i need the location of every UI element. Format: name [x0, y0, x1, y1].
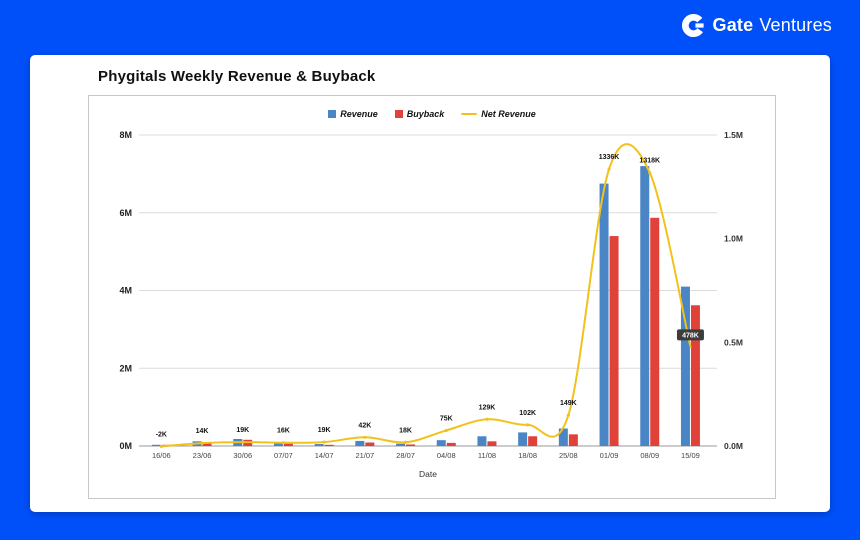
- svg-text:23/06: 23/06: [193, 451, 212, 460]
- legend-swatch-buyback: [394, 110, 403, 118]
- legend-label-buyback: Buyback: [406, 109, 445, 119]
- svg-text:42K: 42K: [358, 422, 371, 429]
- legend-swatch-revenue: [328, 110, 337, 118]
- svg-text:1336K: 1336K: [599, 154, 620, 161]
- legend-item-buyback: Buyback: [394, 109, 445, 119]
- svg-text:2M: 2M: [119, 363, 132, 373]
- svg-text:28/07: 28/07: [396, 451, 415, 460]
- gate-logo-icon: [681, 13, 706, 38]
- legend-item-net-revenue: Net Revenue: [461, 109, 536, 119]
- svg-text:6M: 6M: [119, 208, 132, 218]
- svg-text:19K: 19K: [236, 427, 249, 434]
- legend-label-revenue: Revenue: [340, 109, 378, 119]
- svg-text:1318K: 1318K: [639, 158, 660, 165]
- svg-text:25/08: 25/08: [559, 451, 578, 460]
- svg-text:07/07: 07/07: [274, 451, 293, 460]
- revenue-buyback-chart: 0M 2M 4M 6M 8M 0.0M 0.5M 1.0M 1.5M 16/06 23/06 30/0…: [119, 130, 743, 479]
- svg-text:18K: 18K: [399, 427, 412, 434]
- svg-text:0.0M: 0.0M: [724, 441, 743, 451]
- svg-text:478K: 478K: [682, 333, 699, 340]
- chart-container: Revenue Buyback Net Revenue 0M 2M 4M 6M 8M 0.…: [88, 95, 776, 499]
- page-title: Phygitals Weekly Revenue & Buyback: [98, 68, 376, 85]
- svg-text:4M: 4M: [119, 286, 132, 296]
- svg-text:1.5M: 1.5M: [724, 130, 743, 140]
- brand-gate: Gate: [712, 15, 754, 35]
- svg-text:16K: 16K: [277, 428, 290, 435]
- svg-text:Date: Date: [419, 469, 437, 479]
- legend-label-net-revenue: Net Revenue: [481, 109, 536, 119]
- svg-text:0.5M: 0.5M: [724, 337, 743, 347]
- svg-text:-2K: -2K: [156, 431, 167, 438]
- svg-text:01/09: 01/09: [600, 451, 619, 460]
- svg-text:0M: 0M: [119, 441, 132, 451]
- svg-text:30/06: 30/06: [233, 451, 252, 460]
- svg-text:04/08: 04/08: [437, 451, 456, 460]
- svg-text:14K: 14K: [196, 428, 209, 435]
- svg-text:15/09: 15/09: [681, 451, 700, 460]
- svg-text:21/07: 21/07: [355, 451, 374, 460]
- svg-text:129K: 129K: [479, 404, 496, 411]
- brand-ventures: Ventures: [759, 15, 832, 35]
- svg-text:08/09: 08/09: [640, 451, 659, 460]
- svg-text:19K: 19K: [318, 427, 331, 434]
- svg-text:14/07: 14/07: [315, 451, 334, 460]
- content-card: Phygitals Weekly Revenue & Buyback Reven…: [30, 55, 830, 512]
- svg-text:11/08: 11/08: [478, 451, 496, 460]
- svg-text:1.0M: 1.0M: [724, 234, 743, 244]
- legend-item-revenue: Revenue: [328, 109, 378, 119]
- chart-legend: Revenue Buyback Net Revenue: [89, 107, 775, 121]
- svg-text:8M: 8M: [119, 130, 132, 140]
- brand-text: Gate Ventures: [713, 15, 832, 36]
- svg-text:75K: 75K: [440, 415, 453, 422]
- svg-text:102K: 102K: [519, 410, 536, 417]
- gate-ventures-logo: Gate Ventures: [681, 13, 832, 38]
- svg-text:149K: 149K: [560, 400, 577, 407]
- legend-swatch-net-revenue: [461, 112, 478, 116]
- svg-text:16/06: 16/06: [152, 451, 171, 460]
- svg-text:18/08: 18/08: [518, 451, 537, 460]
